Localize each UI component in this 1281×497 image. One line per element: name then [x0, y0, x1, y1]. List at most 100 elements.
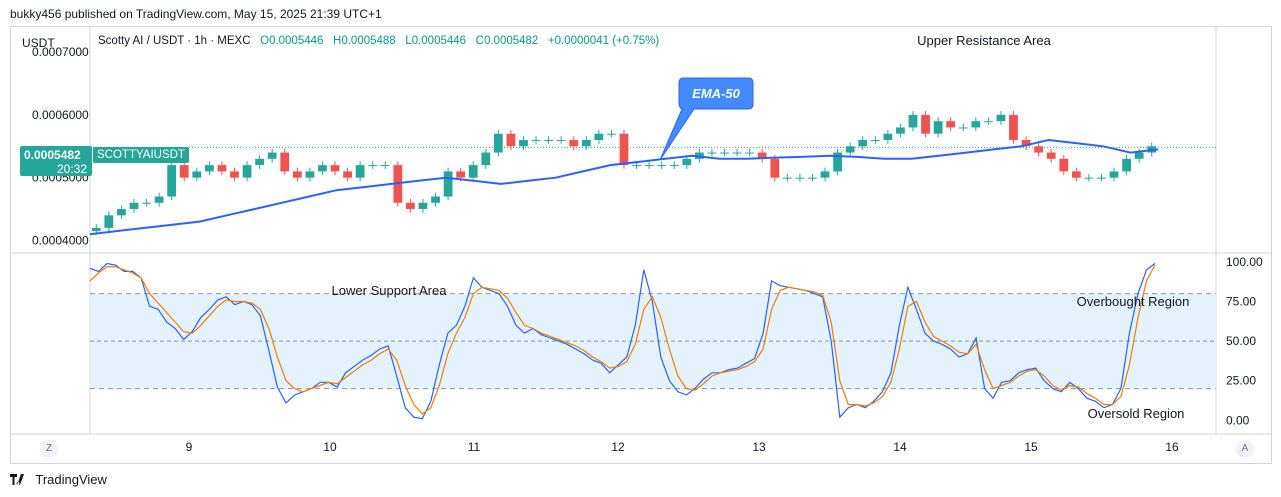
candle-body — [406, 202, 415, 210]
candle-body — [443, 171, 453, 197]
candle-body — [594, 133, 604, 140]
time-tick-label: 12 — [611, 440, 625, 454]
candle-body — [1046, 152, 1056, 159]
candle-body — [267, 152, 277, 159]
upper-resistance-label: Upper Resistance Area — [917, 33, 1051, 48]
candle-body — [933, 121, 943, 134]
price-tick-label: 0.0006000 — [32, 108, 89, 122]
time-tick-label: 16 — [1165, 440, 1179, 454]
candle-body — [908, 114, 918, 128]
currency-label: USDT — [22, 36, 55, 50]
stoch-tick-label: 50.00 — [1226, 334, 1256, 348]
candle-body — [255, 158, 265, 166]
candle-body — [732, 152, 742, 154]
candle-body — [845, 146, 855, 153]
candle-body — [1021, 140, 1031, 147]
stoch-tick-label: 25.00 — [1226, 374, 1256, 388]
candle-body — [644, 165, 654, 167]
stoch-d-line — [89, 264, 1156, 415]
candle-body — [745, 152, 755, 154]
candle-body — [519, 140, 528, 147]
candle-body — [305, 171, 315, 178]
candle-body — [556, 140, 566, 141]
candle-body — [204, 165, 214, 172]
time-tick-label: 10 — [323, 440, 337, 454]
candle-body — [1034, 146, 1044, 153]
candle-body — [318, 165, 327, 172]
candle-body — [531, 140, 541, 141]
candle-body — [544, 140, 554, 141]
candle-body — [468, 165, 478, 178]
last-price-tag: 0.0005482 20:32 SCOTTYAIUSDT — [20, 146, 189, 176]
price-tick-label: 0.0007000 — [32, 45, 89, 59]
candle-body — [1059, 158, 1069, 172]
open-value: O0.0005446 — [260, 35, 324, 47]
candle-body — [1071, 171, 1081, 178]
candle-body — [167, 165, 177, 197]
candle-body — [581, 140, 591, 147]
candle-body — [292, 171, 302, 178]
symbol-legend: Scotty AI / USDT · 1h · MEXC O0.0005446 … — [98, 35, 659, 47]
time-tick-label: 15 — [1024, 440, 1038, 454]
oversold-label: Oversold Region — [1088, 406, 1185, 421]
candle-body — [1009, 114, 1018, 140]
last-price-box: 0.0005482 20:32 — [20, 146, 92, 176]
candle-body — [330, 165, 340, 172]
candle-body — [1097, 177, 1106, 179]
zoom-reset-button[interactable]: Z — [40, 440, 58, 458]
high-value: H0.0005488 — [333, 35, 396, 47]
symbol-tag: SCOTTYAIUSDT — [93, 147, 189, 163]
candle-body — [569, 140, 579, 147]
candle-body — [619, 133, 629, 166]
candle-body — [380, 165, 390, 167]
time-tick-label: 14 — [893, 440, 907, 454]
candle-body — [971, 121, 981, 128]
candle-body — [757, 152, 767, 159]
candle-body — [983, 121, 993, 123]
candle-body — [280, 152, 290, 172]
candle-body — [896, 127, 905, 134]
ema-50-line — [89, 138, 1159, 236]
candle-body — [142, 202, 151, 204]
candle-body — [129, 202, 139, 210]
candle-body — [179, 165, 189, 178]
chart-frame — [10, 26, 1272, 464]
candle-body — [230, 171, 239, 178]
candle-body — [782, 177, 792, 179]
candle-body — [1084, 177, 1094, 179]
candle-body — [958, 127, 968, 129]
time-tick-label: 13 — [752, 440, 766, 454]
candle-body — [456, 171, 466, 178]
stoch-tick-label: 0.00 — [1226, 413, 1250, 427]
tradingview-logo-icon — [10, 474, 24, 485]
candle-body — [870, 140, 880, 141]
time-tick-label: 9 — [186, 440, 193, 454]
candle-body — [343, 171, 352, 178]
brand-label: TradingView — [35, 472, 107, 487]
candle-body — [481, 152, 491, 166]
low-value: L0.0005446 — [405, 35, 467, 47]
candle-body — [795, 177, 805, 179]
change-value: +0.0000041 (+0.75%) — [547, 35, 660, 47]
candle-body — [493, 133, 503, 153]
ema-callout-label: EMA-50 — [692, 86, 740, 101]
time-tick-label: 11 — [468, 440, 481, 454]
candle-body — [355, 165, 365, 178]
candle-body — [192, 171, 202, 178]
candle-body — [657, 165, 667, 167]
candle-body — [770, 158, 780, 178]
candle-body — [820, 171, 830, 178]
candle-body — [883, 133, 893, 140]
candle-body — [946, 121, 956, 128]
candle-body — [808, 177, 817, 179]
overbought-label: Overbought Region — [1077, 294, 1190, 309]
publisher-line: bukky456 published on TradingView.com, M… — [10, 7, 382, 21]
candle-body — [1122, 158, 1131, 172]
auto-scale-button[interactable]: A — [1236, 440, 1254, 458]
candle-body — [104, 215, 114, 228]
candle-body — [632, 165, 641, 167]
candle-body — [858, 140, 868, 147]
candle-body — [607, 133, 616, 135]
lower-support-label: Lower Support Area — [332, 283, 448, 298]
